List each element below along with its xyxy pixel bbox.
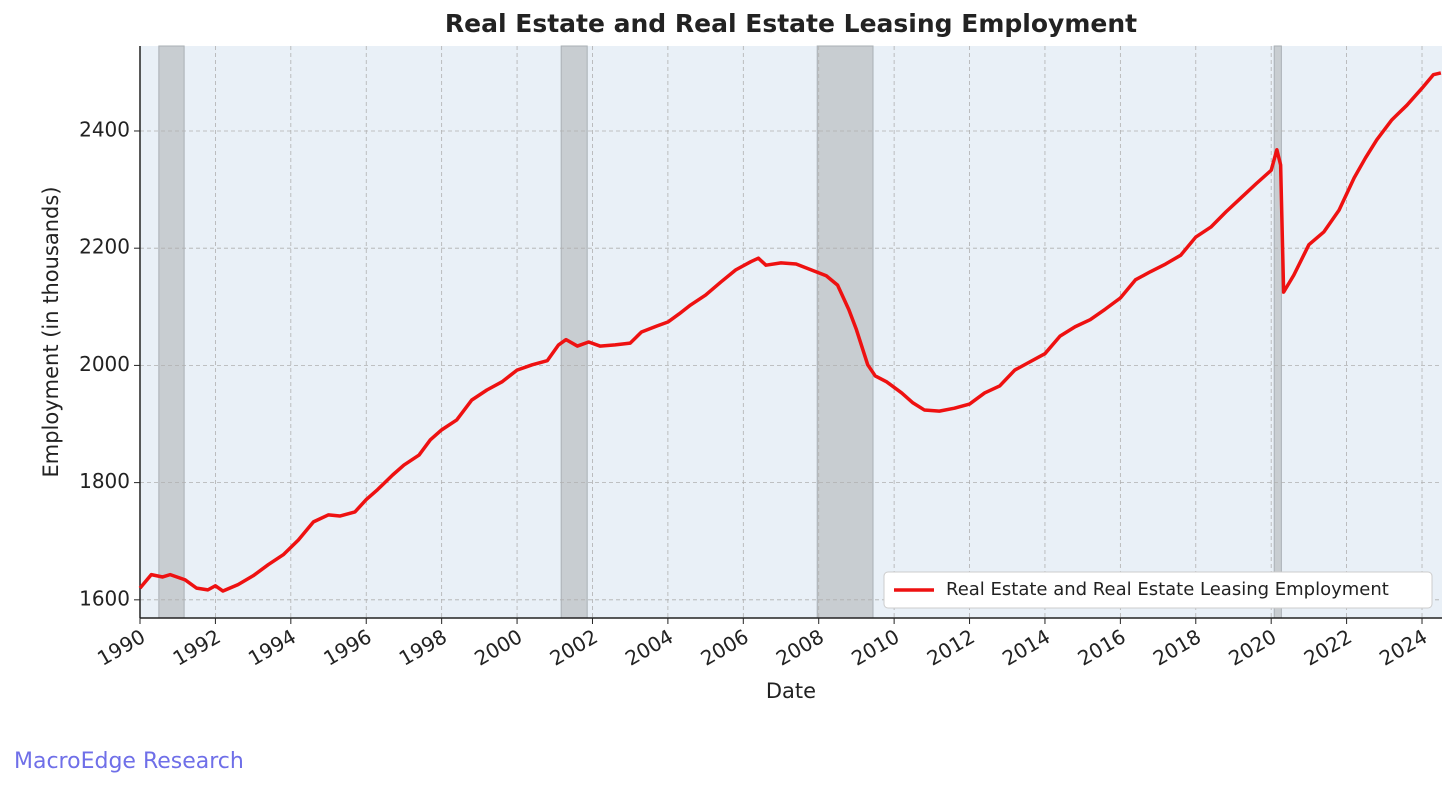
- legend-label: Real Estate and Real Estate Leasing Empl…: [946, 579, 1389, 600]
- x-tick-label: 2002: [546, 624, 602, 670]
- recession-band: [816, 45, 874, 619]
- x-tick-label: 2020: [1224, 624, 1280, 670]
- chart-title: Real Estate and Real Estate Leasing Empl…: [445, 9, 1137, 38]
- x-tick-label: 2016: [1074, 624, 1130, 670]
- y-tick-label: 2400: [79, 117, 130, 141]
- x-tick-label: 2018: [1149, 624, 1205, 670]
- y-tick-label: 2000: [79, 352, 130, 376]
- x-tick-label: 1996: [319, 624, 375, 670]
- x-tick-label: 1994: [244, 624, 300, 670]
- x-tick-label: 1990: [93, 624, 149, 670]
- x-tick-label: 2024: [1375, 624, 1431, 670]
- x-tick-label: 2010: [847, 624, 903, 670]
- x-tick-label: 2022: [1300, 624, 1356, 670]
- x-tick-label: 2012: [923, 624, 979, 670]
- legend-box: [883, 571, 1433, 609]
- x-tick-label: 2006: [696, 624, 752, 670]
- x-tick-label: 2014: [998, 624, 1054, 670]
- x-tick-label: 1998: [395, 624, 451, 670]
- x-axis-label: Date: [766, 679, 816, 703]
- y-tick-label: 2200: [79, 235, 130, 259]
- recession-band: [560, 45, 588, 619]
- data-line: [138, 71, 1442, 593]
- x-tick-label: 1992: [169, 624, 225, 670]
- watermark: MacroEdge Research: [14, 749, 244, 774]
- recession-band: [158, 45, 185, 619]
- y-tick-label: 1600: [79, 586, 130, 610]
- recession-band: [1273, 45, 1282, 619]
- y-tick-label: 1800: [79, 469, 130, 493]
- y-axis-label: Employment (in thousands): [39, 186, 63, 477]
- plot-area: [140, 46, 1442, 618]
- x-tick-label: 2000: [470, 624, 526, 670]
- x-tick-label: 2008: [772, 624, 828, 670]
- x-tick-label: 2004: [621, 624, 677, 670]
